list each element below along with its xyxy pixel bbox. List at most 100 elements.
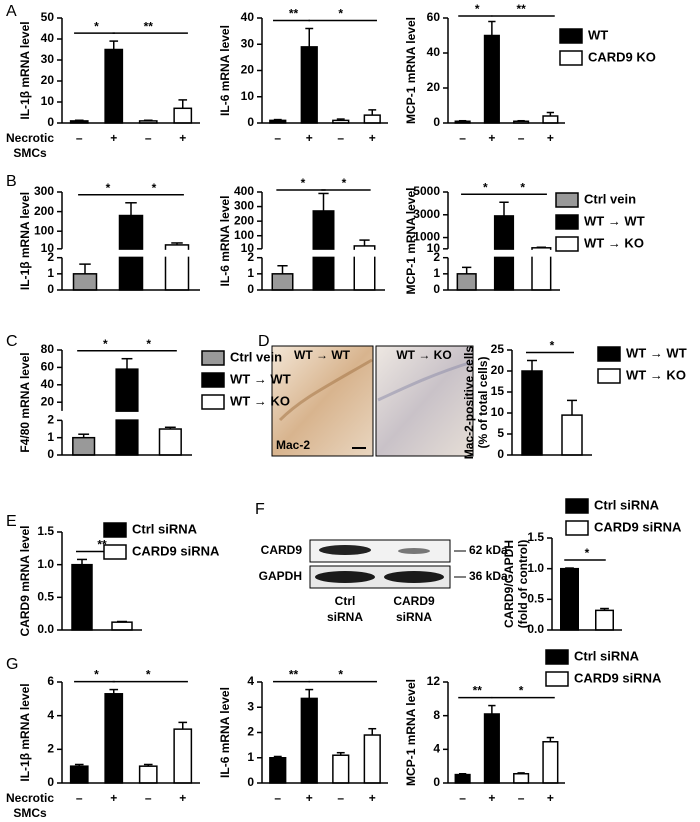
y-tick-label: 10 xyxy=(41,241,55,255)
legend-swatch xyxy=(201,350,225,366)
micrograph-title: WT → WT xyxy=(294,348,351,362)
x-tick-label: – xyxy=(337,131,344,145)
legend-swatch xyxy=(559,50,583,66)
y-tick-label: 0.5 xyxy=(37,590,54,604)
significance-label: * xyxy=(103,337,108,351)
legend-swatch xyxy=(103,522,127,538)
y-tick-label: 20 xyxy=(241,63,255,77)
blot-row-label: CARD9 xyxy=(261,543,303,557)
legend-swatch xyxy=(597,346,621,362)
legend-swatch xyxy=(545,649,569,665)
lane-label: CARD9 xyxy=(393,594,435,608)
y-tick-label: 0 xyxy=(47,775,54,789)
significance-label: ** xyxy=(289,7,299,21)
x-axis-label: Necrotic xyxy=(6,791,54,805)
y-tick-label: 10 xyxy=(241,241,255,255)
y-tick-label: 300 xyxy=(34,184,54,198)
significance-label: * xyxy=(342,176,347,190)
bar xyxy=(111,621,133,631)
y-tick-label: 2 xyxy=(47,413,54,427)
significance-label: * xyxy=(483,180,488,194)
y-tick-label: 6 xyxy=(47,674,54,688)
y-tick-label: 0 xyxy=(247,775,254,789)
legend-swatch xyxy=(565,498,589,514)
y-tick-label: 10 xyxy=(241,89,255,103)
legend-swatch xyxy=(559,28,583,44)
y-tick-label: 100 xyxy=(234,228,254,242)
y-tick-label: 0 xyxy=(47,447,54,461)
y-tick-label: 30 xyxy=(241,36,255,50)
y-tick-label: 8 xyxy=(433,708,440,722)
axis-break-gap xyxy=(56,249,202,257)
y-tick-label: 0 xyxy=(433,282,440,296)
significance-label: ** xyxy=(144,19,154,33)
significance-label: * xyxy=(520,180,525,194)
lane-label: siRNA xyxy=(327,610,363,624)
bar xyxy=(300,697,318,784)
y-tick-label: 25 xyxy=(491,342,505,356)
significance-label: * xyxy=(152,181,157,195)
x-tick-label: – xyxy=(518,791,525,805)
y-axis-label: CARD9/GAPDH xyxy=(502,540,516,628)
y-tick-label: 5 xyxy=(497,426,504,440)
legend-label: Ctrl siRNA xyxy=(594,497,660,512)
y-tick-label: 40 xyxy=(41,377,55,391)
y-tick-label: 0 xyxy=(47,282,54,296)
y-tick-label: 12 xyxy=(427,674,441,688)
significance-label: * xyxy=(94,19,99,33)
x-tick-label: + xyxy=(110,131,117,145)
legend-swatch xyxy=(545,671,569,687)
bar xyxy=(513,772,530,784)
y-tick-label: 0 xyxy=(247,282,254,296)
x-tick-label: – xyxy=(518,131,525,145)
y-tick-label: 0 xyxy=(47,115,54,129)
legend-label: WT → KO xyxy=(626,367,686,382)
y-tick-label: 0 xyxy=(433,775,440,789)
significance-label: ** xyxy=(289,668,299,682)
y-axis-label: IL-6 mRNA level xyxy=(218,687,232,778)
y-axis-label: IL-6 mRNA level xyxy=(218,25,232,116)
bar xyxy=(595,609,614,631)
bar xyxy=(271,273,294,291)
axis-break-gap xyxy=(256,249,387,257)
legend-label: CARD9 siRNA xyxy=(594,519,682,534)
y-tick-label: 20 xyxy=(41,73,55,87)
legend-label: WT → WT xyxy=(626,345,687,360)
y-tick-label: 20 xyxy=(491,363,505,377)
bar xyxy=(269,757,287,784)
bar xyxy=(561,414,583,456)
legend-label: Ctrl siRNA xyxy=(132,521,198,536)
y-tick-label: 0 xyxy=(433,115,440,129)
significance-label: * xyxy=(94,668,99,682)
y-axis-label: F4/80 mRNA level xyxy=(18,352,32,452)
x-tick-label: – xyxy=(145,791,152,805)
y-tick-label: 4 xyxy=(433,742,440,756)
x-tick-label: – xyxy=(459,791,466,805)
y-tick-label: 1 xyxy=(247,266,254,280)
y-tick-label: 3000 xyxy=(413,207,440,221)
bar xyxy=(363,114,381,124)
x-tick-label: + xyxy=(179,131,186,145)
x-tick-label: + xyxy=(547,791,554,805)
y-tick-label: 1.5 xyxy=(527,530,544,544)
significance-label: * xyxy=(338,7,343,21)
significance-label: * xyxy=(301,176,306,190)
y-tick-label: 2 xyxy=(47,250,54,264)
bar xyxy=(69,765,89,784)
x-tick-label: + xyxy=(369,791,376,805)
tissue-texture xyxy=(377,360,473,402)
bar xyxy=(72,436,96,456)
significance-label: * xyxy=(550,339,555,353)
x-tick-label: + xyxy=(306,791,313,805)
legend-label: Ctrl vein xyxy=(584,191,636,206)
bar xyxy=(542,741,559,784)
legend-label: WT → KO xyxy=(230,393,290,408)
blot-band xyxy=(384,571,444,583)
significance-label: * xyxy=(519,684,524,698)
y-tick-label: 400 xyxy=(234,184,254,198)
micrograph xyxy=(271,345,374,457)
y-tick-label: 1.0 xyxy=(527,561,544,575)
significance-label: ** xyxy=(516,2,526,16)
significance-label: * xyxy=(585,546,590,560)
x-axis-label: Necrotic xyxy=(6,131,54,145)
